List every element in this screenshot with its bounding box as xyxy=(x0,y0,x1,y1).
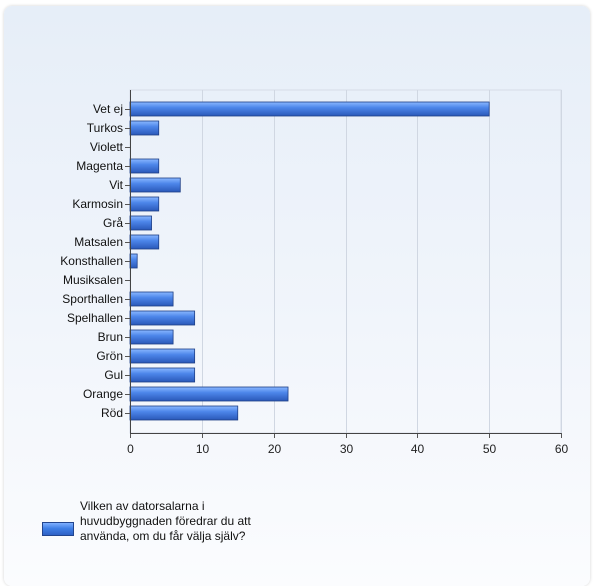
category-label: Violett xyxy=(90,140,124,154)
category-label: Orange xyxy=(83,387,123,401)
bars xyxy=(129,101,490,421)
bar xyxy=(129,367,196,383)
category-label: Musiksalen xyxy=(63,273,123,287)
category-label: Vit xyxy=(109,178,123,192)
category-label: Turkos xyxy=(87,121,123,135)
bar xyxy=(129,196,160,212)
bar xyxy=(129,348,196,364)
bar xyxy=(129,291,174,307)
category-label: Sporthallen xyxy=(62,292,123,306)
x-tick-label: 60 xyxy=(555,442,569,456)
bar xyxy=(129,386,289,402)
x-tick-label: 10 xyxy=(196,442,210,456)
bar xyxy=(129,310,196,326)
category-label: Brun xyxy=(98,330,123,344)
bar xyxy=(129,215,152,231)
bar xyxy=(129,253,138,269)
tick-labels: 0 10 20 30 40 50 60 Vet ej Turkos Violett Magenta V… xyxy=(60,102,568,456)
x-tick-label: 0 xyxy=(127,442,134,456)
category-label: Magenta xyxy=(76,159,123,173)
category-label: Röd xyxy=(101,406,123,420)
bar xyxy=(129,158,160,174)
x-tick-label: 20 xyxy=(268,442,282,456)
legend-label: Vilken av datorsalarna i huvudbyggnaden … xyxy=(80,499,251,543)
bar xyxy=(129,234,160,250)
bar xyxy=(129,405,239,421)
category-label: Vet ej xyxy=(93,102,123,116)
category-label: Grå xyxy=(103,216,123,230)
legend-swatch xyxy=(42,522,74,536)
category-label: Grön xyxy=(96,349,123,363)
x-tick-label: 50 xyxy=(483,442,497,456)
axes xyxy=(125,90,562,438)
bar xyxy=(129,120,160,136)
x-tick-label: 30 xyxy=(340,442,354,456)
bar xyxy=(129,177,181,193)
bar xyxy=(129,101,490,117)
category-label: Matsalen xyxy=(74,235,123,249)
legend: Vilken av datorsalarna i huvudbyggnaden … xyxy=(42,499,302,544)
category-label: Karmosin xyxy=(72,197,123,211)
category-label: Spelhallen xyxy=(67,311,123,325)
category-label: Gul xyxy=(104,368,123,382)
category-label: Konsthallen xyxy=(60,254,123,268)
x-tick-label: 40 xyxy=(411,442,425,456)
bar xyxy=(129,329,174,345)
